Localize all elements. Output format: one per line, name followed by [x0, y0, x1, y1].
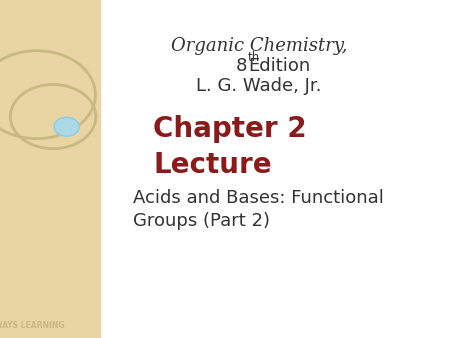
Text: L. G. Wade, Jr.: L. G. Wade, Jr.	[196, 77, 321, 95]
Text: Organic Chemistry,: Organic Chemistry,	[171, 37, 347, 55]
Text: th: th	[247, 51, 260, 64]
Text: Edition: Edition	[248, 57, 310, 75]
Circle shape	[54, 117, 79, 136]
Text: ALWAYS LEARNING: ALWAYS LEARNING	[0, 321, 65, 330]
Text: Chapter 2
Lecture: Chapter 2 Lecture	[153, 115, 306, 179]
Text: Acids and Bases: Functional
Groups (Part 2): Acids and Bases: Functional Groups (Part…	[133, 189, 383, 231]
Bar	[0, 0, 100, 338]
Text: 8: 8	[236, 57, 248, 75]
